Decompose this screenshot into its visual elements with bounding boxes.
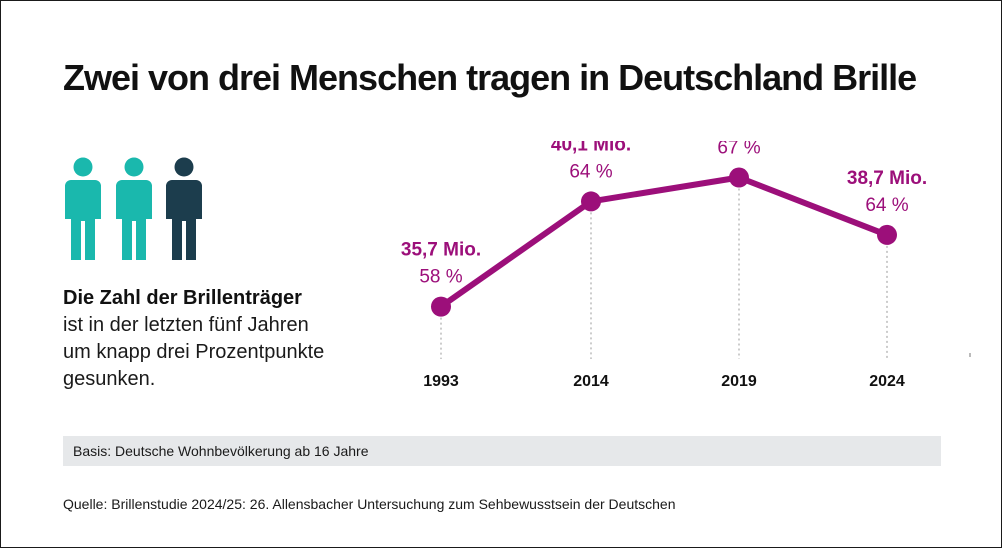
data-label: 35,7 Mio. bbox=[401, 240, 481, 261]
percent-label: 64 % bbox=[569, 161, 612, 182]
data-label: 38,7 Mio. bbox=[847, 168, 927, 189]
series-line bbox=[438, 174, 890, 310]
data-point bbox=[729, 167, 749, 188]
description-line: ist in der letzten fünf Jahren bbox=[63, 314, 309, 336]
x-tick-label: 1993 bbox=[423, 373, 459, 390]
divider-mark bbox=[969, 353, 971, 357]
basis-note: Basis: Deutsche Wohnbevölkerung ab 16 Ja… bbox=[63, 436, 941, 466]
person-icon bbox=[116, 157, 152, 260]
people-icons bbox=[63, 157, 213, 263]
x-tick-label: 2014 bbox=[573, 373, 609, 390]
page-title: Zwei von drei Menschen tragen in Deutsch… bbox=[63, 57, 917, 98]
description-line: gesunken. bbox=[63, 368, 156, 390]
person-icon bbox=[65, 157, 101, 260]
source-note: Quelle: Brillenstudie 2024/25: 26. Allen… bbox=[63, 496, 676, 512]
x-tick-label: 2024 bbox=[869, 373, 905, 390]
description-heading: Die Zahl der Brillenträger bbox=[63, 287, 302, 309]
data-point bbox=[431, 296, 451, 317]
data-label: 40,1 Mio. bbox=[551, 141, 631, 155]
data-point bbox=[877, 224, 897, 245]
description: Die Zahl der Brillenträger ist in der le… bbox=[63, 285, 383, 393]
person-icon bbox=[166, 157, 202, 260]
percent-label: 67 % bbox=[717, 141, 760, 159]
description-line: um knapp drei Prozentpunkte bbox=[63, 341, 325, 363]
percent-label: 64 % bbox=[865, 195, 908, 216]
percent-label: 58 % bbox=[419, 267, 462, 288]
data-point bbox=[581, 191, 601, 212]
x-tick-label: 2019 bbox=[721, 373, 757, 390]
